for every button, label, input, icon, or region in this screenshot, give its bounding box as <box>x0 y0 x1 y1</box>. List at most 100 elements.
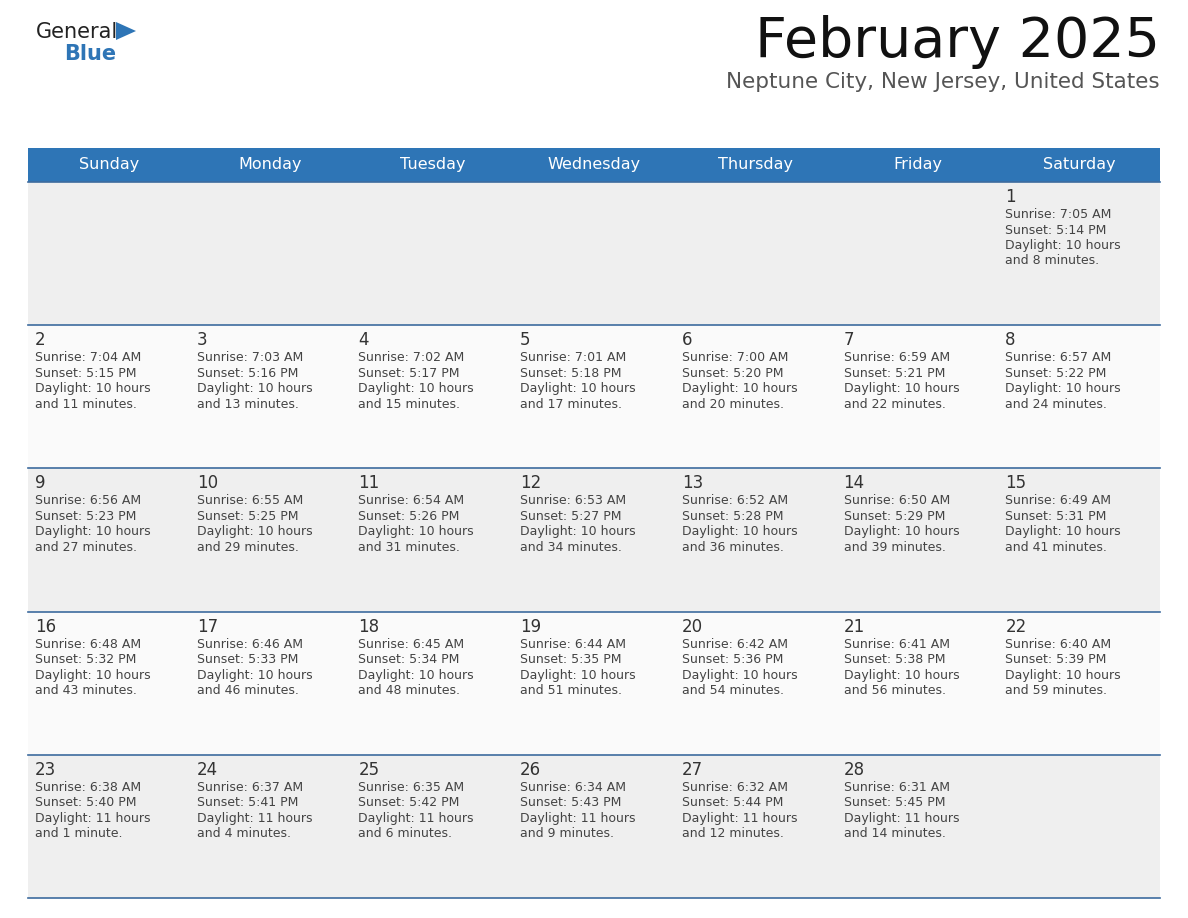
Text: 14: 14 <box>843 475 865 492</box>
Text: 3: 3 <box>197 331 208 349</box>
Text: Daylight: 10 hours: Daylight: 10 hours <box>520 382 636 396</box>
Text: Sunrise: 6:59 AM: Sunrise: 6:59 AM <box>843 352 949 364</box>
Text: Sunset: 5:43 PM: Sunset: 5:43 PM <box>520 796 621 810</box>
Text: Sunrise: 6:32 AM: Sunrise: 6:32 AM <box>682 781 788 794</box>
Text: Sunset: 5:34 PM: Sunset: 5:34 PM <box>359 653 460 666</box>
Text: Sunrise: 6:45 AM: Sunrise: 6:45 AM <box>359 638 465 651</box>
Text: Sunset: 5:40 PM: Sunset: 5:40 PM <box>34 796 137 810</box>
Text: and 20 minutes.: and 20 minutes. <box>682 397 784 410</box>
Bar <box>29 611 1159 755</box>
Text: Daylight: 11 hours: Daylight: 11 hours <box>34 812 151 824</box>
Text: and 11 minutes.: and 11 minutes. <box>34 397 137 410</box>
Text: and 14 minutes.: and 14 minutes. <box>843 827 946 840</box>
Text: and 54 minutes.: and 54 minutes. <box>682 684 784 697</box>
Text: Sunrise: 6:37 AM: Sunrise: 6:37 AM <box>197 781 303 794</box>
Text: Daylight: 10 hours: Daylight: 10 hours <box>843 525 959 538</box>
Text: Sunrise: 6:55 AM: Sunrise: 6:55 AM <box>197 495 303 508</box>
Text: Daylight: 11 hours: Daylight: 11 hours <box>682 812 797 824</box>
Text: 21: 21 <box>843 618 865 635</box>
Text: Daylight: 10 hours: Daylight: 10 hours <box>34 382 151 396</box>
Text: Thursday: Thursday <box>719 158 794 173</box>
Text: Sunset: 5:25 PM: Sunset: 5:25 PM <box>197 509 298 523</box>
Bar <box>29 468 1159 611</box>
Text: Sunrise: 6:42 AM: Sunrise: 6:42 AM <box>682 638 788 651</box>
Text: 2: 2 <box>34 331 45 349</box>
Text: Daylight: 10 hours: Daylight: 10 hours <box>520 668 636 681</box>
Text: Daylight: 10 hours: Daylight: 10 hours <box>34 525 151 538</box>
Text: Sunset: 5:17 PM: Sunset: 5:17 PM <box>359 366 460 380</box>
Text: Sunset: 5:22 PM: Sunset: 5:22 PM <box>1005 366 1107 380</box>
Text: and 39 minutes.: and 39 minutes. <box>843 541 946 554</box>
Text: Sunset: 5:35 PM: Sunset: 5:35 PM <box>520 653 621 666</box>
Text: and 15 minutes.: and 15 minutes. <box>359 397 461 410</box>
Text: Sunset: 5:31 PM: Sunset: 5:31 PM <box>1005 509 1107 523</box>
Text: 23: 23 <box>34 761 56 778</box>
Text: Daylight: 10 hours: Daylight: 10 hours <box>682 668 797 681</box>
Text: 27: 27 <box>682 761 703 778</box>
Text: Sunrise: 6:46 AM: Sunrise: 6:46 AM <box>197 638 303 651</box>
Text: 24: 24 <box>197 761 217 778</box>
Text: Sunrise: 6:34 AM: Sunrise: 6:34 AM <box>520 781 626 794</box>
Text: Sunset: 5:41 PM: Sunset: 5:41 PM <box>197 796 298 810</box>
Text: Daylight: 10 hours: Daylight: 10 hours <box>197 382 312 396</box>
Text: 10: 10 <box>197 475 217 492</box>
Text: and 48 minutes.: and 48 minutes. <box>359 684 461 697</box>
Text: 26: 26 <box>520 761 542 778</box>
Text: Sunrise: 6:31 AM: Sunrise: 6:31 AM <box>843 781 949 794</box>
Text: 11: 11 <box>359 475 380 492</box>
Text: and 56 minutes.: and 56 minutes. <box>843 684 946 697</box>
Text: Sunday: Sunday <box>78 158 139 173</box>
Text: Sunrise: 6:41 AM: Sunrise: 6:41 AM <box>843 638 949 651</box>
Text: Blue: Blue <box>64 44 116 64</box>
Text: Daylight: 10 hours: Daylight: 10 hours <box>1005 239 1121 252</box>
Text: Sunrise: 6:53 AM: Sunrise: 6:53 AM <box>520 495 626 508</box>
Text: and 34 minutes.: and 34 minutes. <box>520 541 623 554</box>
Text: 20: 20 <box>682 618 703 635</box>
Text: Sunrise: 7:04 AM: Sunrise: 7:04 AM <box>34 352 141 364</box>
Text: Daylight: 11 hours: Daylight: 11 hours <box>359 812 474 824</box>
Text: and 46 minutes.: and 46 minutes. <box>197 684 298 697</box>
Text: Daylight: 10 hours: Daylight: 10 hours <box>359 525 474 538</box>
Text: and 43 minutes.: and 43 minutes. <box>34 684 137 697</box>
Text: Daylight: 11 hours: Daylight: 11 hours <box>843 812 959 824</box>
Text: 12: 12 <box>520 475 542 492</box>
Text: Sunrise: 6:50 AM: Sunrise: 6:50 AM <box>843 495 950 508</box>
Text: and 29 minutes.: and 29 minutes. <box>197 541 298 554</box>
Text: Daylight: 11 hours: Daylight: 11 hours <box>197 812 312 824</box>
Text: Sunset: 5:23 PM: Sunset: 5:23 PM <box>34 509 137 523</box>
Bar <box>29 182 1159 325</box>
Text: Wednesday: Wednesday <box>548 158 640 173</box>
Bar <box>29 755 1159 898</box>
Text: February 2025: February 2025 <box>756 15 1159 69</box>
Text: Sunrise: 6:54 AM: Sunrise: 6:54 AM <box>359 495 465 508</box>
Text: Sunrise: 6:52 AM: Sunrise: 6:52 AM <box>682 495 788 508</box>
Text: Daylight: 10 hours: Daylight: 10 hours <box>359 668 474 681</box>
Text: Sunrise: 6:57 AM: Sunrise: 6:57 AM <box>1005 352 1112 364</box>
Text: and 17 minutes.: and 17 minutes. <box>520 397 623 410</box>
Text: Daylight: 10 hours: Daylight: 10 hours <box>682 382 797 396</box>
Text: Sunset: 5:33 PM: Sunset: 5:33 PM <box>197 653 298 666</box>
Text: 16: 16 <box>34 618 56 635</box>
Text: and 4 minutes.: and 4 minutes. <box>197 827 291 840</box>
Text: Sunset: 5:38 PM: Sunset: 5:38 PM <box>843 653 946 666</box>
Text: and 31 minutes.: and 31 minutes. <box>359 541 460 554</box>
Text: 25: 25 <box>359 761 379 778</box>
Text: and 1 minute.: and 1 minute. <box>34 827 122 840</box>
Text: 6: 6 <box>682 331 693 349</box>
Text: 18: 18 <box>359 618 379 635</box>
Text: Sunset: 5:36 PM: Sunset: 5:36 PM <box>682 653 783 666</box>
Text: Daylight: 10 hours: Daylight: 10 hours <box>1005 525 1121 538</box>
Text: Sunrise: 6:35 AM: Sunrise: 6:35 AM <box>359 781 465 794</box>
Text: Sunrise: 7:01 AM: Sunrise: 7:01 AM <box>520 352 626 364</box>
Text: and 12 minutes.: and 12 minutes. <box>682 827 784 840</box>
Text: Sunset: 5:39 PM: Sunset: 5:39 PM <box>1005 653 1107 666</box>
Text: Sunrise: 6:48 AM: Sunrise: 6:48 AM <box>34 638 141 651</box>
Text: 1: 1 <box>1005 188 1016 206</box>
Bar <box>29 148 1159 182</box>
Text: Sunset: 5:28 PM: Sunset: 5:28 PM <box>682 509 783 523</box>
Text: Daylight: 10 hours: Daylight: 10 hours <box>34 668 151 681</box>
Text: Daylight: 10 hours: Daylight: 10 hours <box>843 382 959 396</box>
Text: Daylight: 10 hours: Daylight: 10 hours <box>359 382 474 396</box>
Text: 13: 13 <box>682 475 703 492</box>
Text: and 6 minutes.: and 6 minutes. <box>359 827 453 840</box>
